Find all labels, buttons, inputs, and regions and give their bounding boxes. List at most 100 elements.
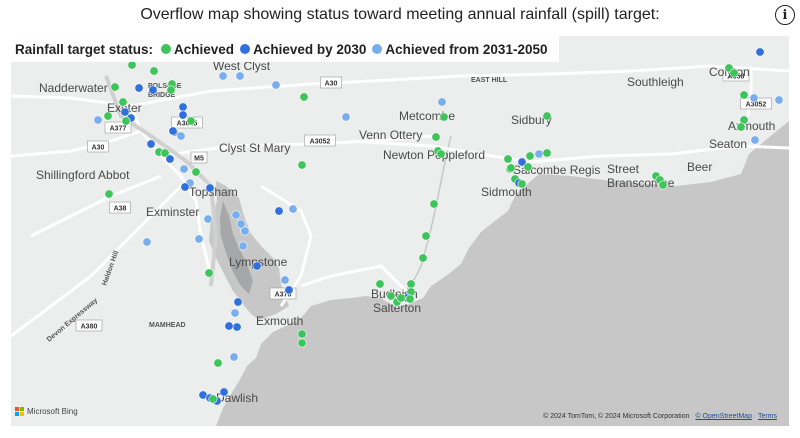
marker-achieved-2031-2050[interactable] [229,352,239,362]
map-canvas[interactable]: A30A3015A3052A30M5A38A376A380A358A3052A3… [11,36,789,426]
marker-achieved-2031-2050[interactable] [749,93,759,103]
marker-achieved-by-2030[interactable] [178,102,188,112]
marker-achieved[interactable] [439,112,449,122]
marker-achieved[interactable] [186,116,196,126]
legend-item-achieved-2030[interactable]: Achieved by 2030 [240,42,366,57]
marker-achieved[interactable] [431,132,441,142]
marker-achieved-2031-2050[interactable] [235,71,245,81]
marker-achieved[interactable] [542,148,552,158]
marker-achieved-by-2030[interactable] [178,110,188,120]
marker-achieved-2031-2050[interactable] [179,164,189,174]
marker-achieved[interactable] [121,116,131,126]
marker-achieved[interactable] [418,253,428,263]
marker-achieved[interactable] [739,90,749,100]
marker-achieved[interactable] [204,268,214,278]
terms-link[interactable]: Terms [757,413,777,420]
marker-achieved[interactable] [299,92,309,102]
marker-achieved[interactable] [297,160,307,170]
osm-link[interactable]: © OpenStreetMap [695,413,752,420]
road-network [11,64,789,338]
marker-achieved-2031-2050[interactable] [230,308,240,318]
marker-achieved-2031-2050[interactable] [218,71,228,81]
marker-achieved-by-2030[interactable] [219,387,229,397]
marker-achieved-by-2030[interactable] [168,126,178,136]
marker-achieved-by-2030[interactable] [755,47,765,57]
marker-achieved[interactable] [149,66,159,76]
marker-achieved-by-2030[interactable] [148,85,158,95]
marker-achieved[interactable] [517,179,527,189]
marker-achieved[interactable] [213,358,223,368]
marker-achieved-by-2030[interactable] [252,261,262,271]
marker-achieved-2031-2050[interactable] [236,219,246,229]
marker-achieved[interactable] [160,148,170,158]
marker-achieved[interactable] [110,82,120,92]
marker-achieved-2031-2050[interactable] [341,112,351,122]
marker-achieved-by-2030[interactable] [232,322,242,332]
marker-achieved[interactable] [103,111,113,121]
marker-achieved[interactable] [658,180,668,190]
marker-achieved-by-2030[interactable] [120,107,130,117]
marker-achieved-2031-2050[interactable] [203,214,213,224]
place-label: Exminster [146,205,199,219]
marker-achieved-2031-2050[interactable] [194,234,204,244]
bing-branding: Microsoft Bing [15,407,78,416]
marker-achieved-by-2030[interactable] [224,321,234,331]
info-icon[interactable]: i [775,5,795,25]
marker-achieved[interactable] [729,68,739,78]
marker-achieved[interactable] [429,199,439,209]
marker-achieved[interactable] [127,60,137,70]
marker-achieved[interactable] [208,394,218,404]
marker-achieved[interactable] [542,111,552,121]
place-label: Street [607,162,640,176]
marker-achieved[interactable] [386,291,396,301]
marker-achieved[interactable] [118,97,128,107]
marker-achieved-by-2030[interactable] [517,157,527,167]
marker-achieved-2031-2050[interactable] [271,80,281,90]
estuary-inner [220,201,253,294]
place-label: Newton Poppleford [383,148,485,162]
marker-achieved[interactable] [523,162,533,172]
marker-achieved-2031-2050[interactable] [93,115,103,125]
marker-achieved[interactable] [396,293,406,303]
marker-achieved[interactable] [525,151,535,161]
marker-achieved-by-2030[interactable] [205,183,215,193]
marker-achieved-by-2030[interactable] [165,154,175,164]
marker-achieved-2031-2050[interactable] [238,241,248,251]
marker-achieved-2031-2050[interactable] [240,226,250,236]
legend: Rainfall target status: Achieved Achieve… [11,36,560,62]
marker-achieved[interactable] [104,189,114,199]
marker-achieved-2031-2050[interactable] [437,97,447,107]
marker-achieved[interactable] [503,154,513,164]
marker-achieved-2031-2050[interactable] [750,135,760,145]
marker-achieved[interactable] [436,149,446,159]
map-svg[interactable]: A30A3015A3052A30M5A38A376A380A358A3052A3… [11,36,789,426]
marker-achieved-by-2030[interactable] [233,297,243,307]
marker-achieved[interactable] [191,167,201,177]
legend-item-achieved-2031-2050[interactable]: Achieved from 2031-2050 [372,42,547,57]
marker-achieved[interactable] [166,85,176,95]
marker-achieved-by-2030[interactable] [284,285,294,295]
marker-achieved[interactable] [406,279,416,289]
marker-achieved[interactable] [375,279,385,289]
marker-achieved-2031-2050[interactable] [142,237,152,247]
road-shield: A377 [104,121,132,134]
marker-achieved-by-2030[interactable] [274,206,284,216]
marker-achieved-2031-2050[interactable] [280,275,290,285]
legend-item-achieved[interactable]: Achieved [161,42,234,57]
marker-achieved-by-2030[interactable] [180,182,190,192]
marker-achieved[interactable] [506,163,516,173]
marker-achieved[interactable] [297,338,307,348]
marker-achieved-2031-2050[interactable] [774,95,784,105]
marker-achieved-2031-2050[interactable] [288,204,298,214]
road-shield: A38 [109,201,131,214]
marker-achieved-by-2030[interactable] [146,139,156,149]
marker-achieved-by-2030[interactable] [134,83,144,93]
marker-achieved-2031-2050[interactable] [534,149,544,159]
marker-achieved[interactable] [405,294,415,304]
marker-achieved[interactable] [297,329,307,339]
marker-achieved[interactable] [421,231,431,241]
svg-text:A3052: A3052 [746,102,767,109]
marker-achieved-2031-2050[interactable] [176,131,186,141]
marker-achieved[interactable] [736,122,746,132]
marker-achieved-2031-2050[interactable] [231,210,241,220]
